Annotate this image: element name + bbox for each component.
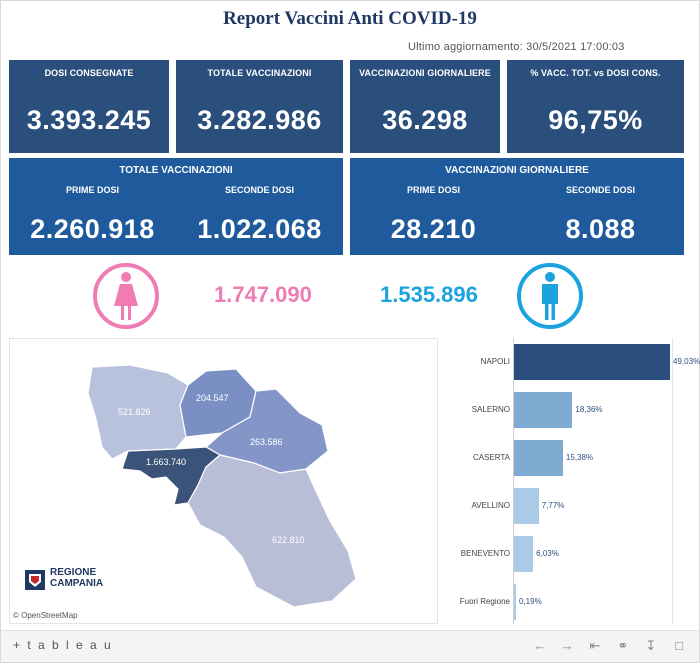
panel-header: TOTALE VACCINAZIONI (119, 165, 233, 176)
page-title: Report Vaccini Anti COVID-19 (223, 8, 477, 29)
kpi-dosi-consegnate: DOSI CONSEGNATE 3.393.245 (9, 60, 169, 153)
share-icon[interactable]: ⚭ (617, 638, 629, 653)
bar-row[interactable]: NAPOLI 49,03% (446, 344, 700, 384)
redo-icon[interactable]: → (560, 638, 574, 653)
seconde-dosi-value: 8.088 (565, 214, 636, 244)
bar-salerno[interactable] (514, 392, 573, 428)
female-count: 1.747.090 (214, 282, 312, 307)
bar-row[interactable]: SALERNO 18,36% (446, 392, 671, 432)
bar-caserta[interactable] (514, 440, 563, 476)
campania-map: 521.826 204.547 263.586 1.663.740 622.81… (87, 364, 357, 608)
fullscreen-icon[interactable]: □ (675, 638, 683, 653)
kpi-value: 3.282.986 (197, 105, 322, 135)
tableau-logo[interactable]: + t a b l e a u (13, 638, 113, 652)
chart-right-border (672, 338, 673, 624)
bar-percentage-label: 7,77% (541, 501, 565, 510)
bar-category-label: AVELLINO (471, 501, 510, 510)
undo-icon[interactable]: ← (533, 638, 547, 653)
panel-header: VACCINAZIONI GIORNALIERE (445, 165, 589, 176)
napoli-value: 1.663.740 (146, 457, 186, 467)
kpi-percentuale: % VACC. TOT. vs DOSI CONS. 96,75% (507, 60, 684, 153)
kpi-value: 96,75% (548, 105, 643, 135)
seconde-dosi-value: 1.022.068 (197, 214, 322, 244)
kpi-totale-vaccinazioni: TOTALE VACCINAZIONI 3.282.986 (176, 60, 343, 153)
bar-row[interactable]: CASERTA 15,38% (446, 440, 671, 480)
seconde-dosi-label: SECONDE DOSI (565, 185, 635, 195)
region-crest-icon (25, 570, 45, 590)
kpi-vaccinazioni-giornaliere: VACCINAZIONI GIORNALIERE 36.298 (350, 60, 500, 153)
salerno-value: 622.810 (272, 535, 305, 545)
bar-percentage-label: 49,03% (673, 357, 700, 366)
province-map: 521.826 204.547 263.586 1.663.740 622.81… (9, 338, 438, 624)
caserta-value: 521.826 (118, 407, 151, 417)
revert-icon[interactable]: ⇤ (589, 638, 601, 653)
bar-percentage-label: 18,36% (575, 405, 603, 414)
region-logo-line1: REGIONE (50, 567, 97, 578)
seconde-dosi-label: SECONDE DOSI (224, 185, 294, 195)
kpi-label: DOSI CONSEGNATE (44, 68, 134, 78)
bar-category-label: Fuori Regione (459, 597, 510, 606)
province-bar-chart: NAPOLI 49,03% SALERNO 18,36% CASERTA 15,38% AV… (446, 338, 700, 624)
salerno-province (187, 454, 357, 608)
kpi-value: 36.298 (382, 105, 468, 135)
bar-fuori-regione[interactable] (514, 584, 516, 620)
map-attribution[interactable]: © OpenStreetMap (13, 611, 78, 620)
last-updated: Ultimo aggiornamento: 30/5/2021 17:00:03 (408, 41, 625, 53)
regione-campania-logo: REGIONE CAMPANIA (24, 567, 114, 593)
female-icon (93, 263, 159, 329)
benevento-value: 204.547 (196, 393, 229, 403)
prime-dosi-value: 2.260.918 (30, 214, 155, 244)
napoli-province (121, 446, 222, 506)
bar-category-label: CASERTA (472, 453, 510, 462)
prime-dosi-label: PRIME DOSI (406, 185, 460, 195)
bar-avellino[interactable] (514, 488, 539, 524)
bar-percentage-label: 15,38% (565, 453, 594, 462)
avellino-value: 263.586 (250, 437, 283, 447)
panel-vaccinazioni-giornaliere: VACCINAZIONI GIORNALIERE PRIME DOSI SECO… (350, 158, 684, 255)
kpi-label: VACCINAZIONI GIORNALIERE (359, 68, 491, 78)
kpi-value: 3.393.245 (26, 105, 152, 135)
bar-category-label: SALERNO (471, 405, 510, 414)
bar-percentage-label: 6,03% (536, 549, 559, 558)
bar-category-label: NAPOLI (480, 357, 510, 366)
bar-axis (513, 338, 514, 624)
bar-row[interactable]: BENEVENTO 6,03% (446, 536, 671, 576)
male-icon (517, 263, 583, 329)
prime-dosi-label: PRIME DOSI (65, 185, 119, 195)
bar-napoli[interactable] (514, 344, 670, 380)
prime-dosi-value: 28.210 (390, 214, 477, 244)
region-logo-line2: CAMPANIA (50, 578, 104, 589)
bar-percentage-label: 0,19% (519, 597, 542, 606)
download-icon[interactable]: ↧ (645, 638, 657, 653)
bar-category-label: BENEVENTO (460, 549, 510, 558)
region-logo-text: REGIONE CAMPANIA (50, 567, 103, 589)
panel-totale-vaccinazioni: TOTALE VACCINAZIONI PRIME DOSI SECONDE D… (9, 158, 343, 255)
bar-row[interactable]: AVELLINO 7,77% (446, 488, 671, 528)
bar-benevento[interactable] (514, 536, 534, 572)
kpi-label: TOTALE VACCINAZIONI (207, 68, 312, 78)
tableau-toolbar: + t a b l e a u ← → ⇤ ⚭ ↧ □ (1, 630, 699, 662)
male-count: 1.535.896 (380, 282, 478, 307)
bar-row[interactable]: Fuori Regione 0,19% (446, 584, 671, 624)
kpi-label: % VACC. TOT. vs DOSI CONS. (530, 68, 661, 78)
